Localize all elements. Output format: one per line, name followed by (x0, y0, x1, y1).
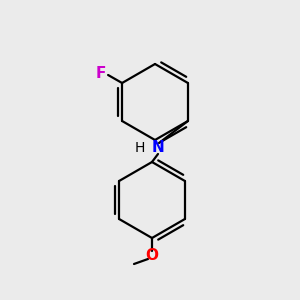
Text: F: F (96, 65, 106, 80)
Text: N: N (152, 140, 164, 155)
Text: H: H (135, 141, 145, 155)
Text: O: O (146, 248, 158, 263)
